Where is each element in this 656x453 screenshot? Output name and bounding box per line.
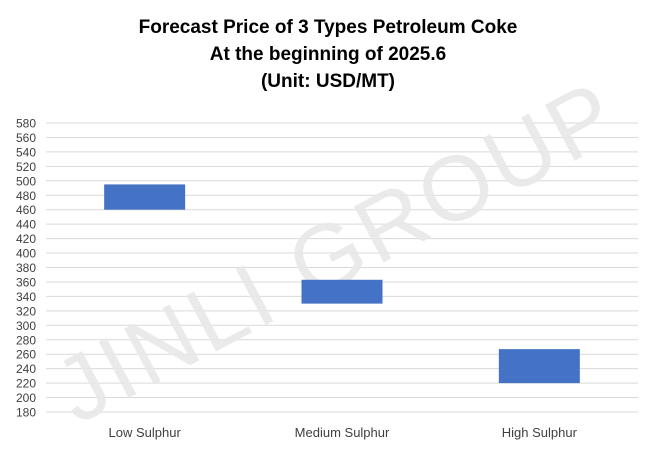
chart-title-line-1: Forecast Price of 3 Types Petroleum Coke [138,17,518,38]
y-tick-label: 320 [16,304,36,318]
range-bar [301,279,383,304]
range-bar [104,184,186,210]
y-tick-label: 440 [16,218,36,232]
watermark: JINLI GROUP [38,61,635,443]
y-tick-label: 420 [16,232,36,246]
y-tick-label: 500 [16,174,36,188]
x-tick-label: High Sulphur [502,425,578,440]
y-tick-label: 520 [16,160,36,174]
y-tick-label: 340 [16,290,36,304]
y-tick-label: 460 [16,203,36,217]
range-bar [498,349,580,384]
y-tick-label: 220 [16,377,36,391]
y-tick-label: 360 [16,275,36,289]
y-tick-label: 560 [16,131,36,145]
y-tick-label: 480 [16,189,36,203]
y-tick-label: 200 [16,391,36,405]
x-tick-label: Low Sulphur [109,425,182,440]
chart-title: Forecast Price of 3 Types Petroleum Coke… [0,14,656,95]
y-tick-label: 280 [16,333,36,347]
y-tick-label: 540 [16,145,36,159]
chart-title-line-2: At the beginning of 2025.6 [209,44,447,65]
y-tick-label: 380 [16,261,36,275]
chart-title-line-3: (Unit: USD/MT) [260,71,396,92]
x-tick-label: Medium Sulphur [295,425,390,440]
y-tick-label: 260 [16,348,36,362]
y-tick-label: 300 [16,319,36,333]
y-tick-label: 400 [16,247,36,261]
y-tick-label: 240 [16,362,36,376]
y-tick-label: 180 [16,406,36,420]
y-tick-label: 580 [16,117,36,131]
